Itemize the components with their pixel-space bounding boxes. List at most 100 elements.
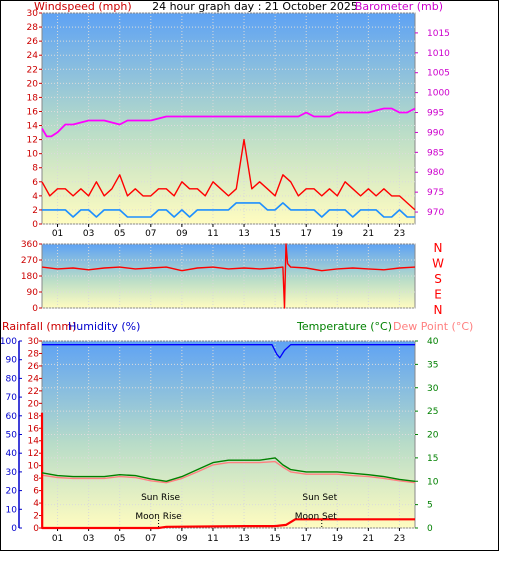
wind-tick-label: 24 — [27, 51, 39, 61]
x-tick-label: 15 — [269, 534, 280, 544]
temperature-tick-label: 30 — [427, 384, 439, 394]
rain-tick-label: 8 — [33, 474, 39, 484]
temperature-tick-label: 5 — [427, 501, 433, 511]
x-tick-label: 03 — [83, 534, 94, 544]
rain-tick-label: 12 — [28, 449, 39, 459]
rain-tick-label: 4 — [33, 499, 39, 509]
direction-tick-label: 90 — [27, 288, 39, 298]
compass-label: N — [434, 303, 443, 317]
humidity-tick-label: 70 — [6, 393, 18, 403]
temperature-tick-label: 10 — [427, 477, 439, 487]
x-tick-label: 19 — [332, 534, 344, 544]
direction-tick-label: 360 — [21, 240, 38, 250]
rain-tick-label: 14 — [28, 437, 40, 447]
x-tick-label: 13 — [238, 229, 249, 239]
wind-tick-label: 18 — [27, 93, 39, 103]
x-tick-label: 01 — [52, 534, 63, 544]
x-tick-label: 23 — [394, 534, 405, 544]
wind-tick-label: 10 — [27, 150, 39, 160]
barometer-tick-label: 985 — [427, 148, 444, 158]
temperature-tick-label: 25 — [427, 407, 438, 417]
temperature-tick-label: 20 — [427, 431, 439, 441]
rain-tick-label: 16 — [28, 424, 40, 434]
humidity-tick-label: 90 — [6, 356, 18, 366]
moon-rise-label: Moon Rise — [135, 512, 182, 522]
humidity-line — [42, 344, 415, 359]
series-layer — [40, 107, 416, 530]
barometer-tick-label: 995 — [427, 109, 444, 119]
sun-set-label: Sun Set — [302, 493, 337, 503]
humidity-tick-label: 60 — [6, 412, 18, 422]
humidity-tick-label: 10 — [6, 505, 18, 515]
rain-tick-label: 6 — [33, 487, 39, 497]
x-tick-label: 07 — [145, 229, 156, 239]
wind-tick-label: 6 — [32, 178, 38, 188]
barometer-tick-label: 1000 — [427, 89, 450, 99]
rain-tick-label: 0 — [33, 524, 39, 534]
x-tick-label: 05 — [114, 534, 125, 544]
wind-panel-bg — [41, 12, 416, 225]
humidity-tick-label: 40 — [6, 449, 18, 459]
rainfall-axis-title: Rainfall (mm) — [2, 320, 76, 333]
humidity-tick-label: 50 — [6, 431, 18, 441]
weather-graph-frame: Windspeed (mph) 24 hour graph day : 21 O… — [0, 0, 499, 551]
wind-tick-label: 0 — [32, 220, 38, 230]
compass-label: S — [434, 272, 442, 286]
weather-graph-svg: Windspeed (mph) 24 hour graph day : 21 O… — [0, 0, 499, 551]
wind-tick-label: 14 — [27, 122, 39, 132]
moon-set-label: Moon Set — [295, 512, 338, 522]
x-tick-label: 19 — [332, 229, 344, 239]
x-tick-label: 07 — [145, 534, 156, 544]
rain-tick-label: 10 — [28, 462, 40, 472]
x-tick-label: 13 — [238, 534, 249, 544]
barometer-tick-label: 1005 — [427, 69, 450, 79]
temperature-tick-label: 40 — [427, 337, 439, 347]
rainfall-line — [40, 412, 415, 530]
windspeed-axis-title: Windspeed (mph) — [34, 0, 132, 13]
temperature-tick-label: 15 — [427, 454, 438, 464]
compass-label: N — [434, 241, 443, 255]
dew-point-line — [41, 460, 416, 484]
x-tick-label: 09 — [176, 534, 188, 544]
wind-gust-line — [41, 138, 416, 211]
x-tick-label: 05 — [114, 229, 125, 239]
wind-tick-label: 26 — [27, 37, 39, 47]
direction-tick-label: 180 — [21, 272, 38, 282]
temperature-tick-label: 0 — [427, 524, 433, 534]
barometer-tick-label: 980 — [427, 168, 444, 178]
rain-tick-label: 26 — [28, 362, 40, 372]
x-tick-label: 15 — [269, 229, 280, 239]
wind-direction-line — [41, 243, 416, 309]
x-tick-label: 21 — [363, 229, 374, 239]
humidity-tick-label: 80 — [6, 374, 18, 384]
humidity-tick-label: 20 — [6, 487, 18, 497]
temperature-axis-title: Temperature (°C) — [296, 320, 392, 333]
dewpoint-axis-title: Dew Point (°C) — [393, 320, 473, 333]
x-tick-label: 11 — [207, 534, 218, 544]
wind-tick-label: 2 — [32, 206, 38, 216]
chart-title: 24 hour graph day : 21 October 2025 — [152, 0, 358, 13]
rain-tick-label: 24 — [28, 374, 40, 384]
wind-tick-label: 4 — [32, 192, 38, 202]
rain-tick-label: 30 — [28, 337, 40, 347]
rain-tick-label: 2 — [33, 512, 39, 522]
x-tick-label: 01 — [52, 229, 63, 239]
barometer-tick-label: 1015 — [427, 29, 450, 39]
wind-tick-label: 12 — [27, 136, 38, 146]
rain-tick-label: 20 — [28, 399, 40, 409]
barometer-tick-label: 990 — [427, 128, 444, 138]
temperature-line — [41, 457, 416, 482]
humidity-tick-label: 100 — [0, 337, 17, 347]
rain-tick-label: 28 — [28, 349, 40, 359]
x-tick-label: 21 — [363, 534, 374, 544]
wind-tick-label: 8 — [32, 164, 38, 174]
humidity-tick-label: 30 — [6, 468, 18, 478]
barometer-tick-label: 975 — [427, 188, 444, 198]
x-tick-label: 09 — [176, 229, 188, 239]
wind-tick-label: 30 — [27, 9, 39, 19]
axes-layer: 0246810121416182022242628309709759809859… — [0, 9, 450, 544]
markers-layer: Sun Rise Sun Set Moon Rise Moon Set — [135, 493, 338, 528]
compass-label: W — [432, 257, 444, 271]
rain-tick-label: 18 — [28, 412, 40, 422]
temperature-tick-label: 35 — [427, 360, 438, 370]
